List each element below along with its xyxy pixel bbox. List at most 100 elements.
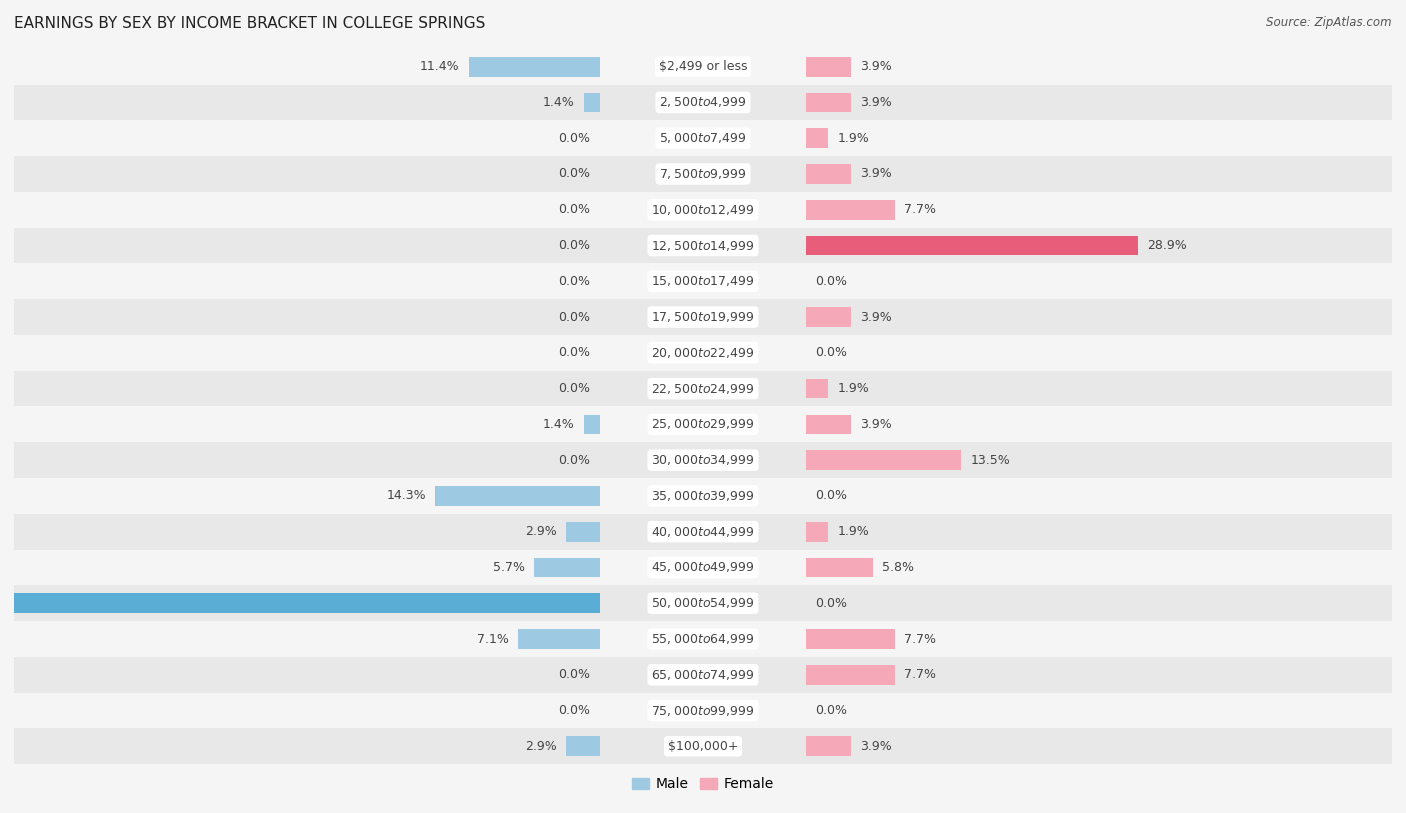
Bar xyxy=(807,307,851,327)
Legend: Male, Female: Male, Female xyxy=(627,772,779,797)
Text: 0.0%: 0.0% xyxy=(815,275,848,288)
Text: 0.0%: 0.0% xyxy=(558,239,591,252)
Bar xyxy=(14,585,1392,621)
Text: 11.4%: 11.4% xyxy=(420,60,460,73)
Text: 0.0%: 0.0% xyxy=(558,167,591,180)
Bar xyxy=(14,442,1392,478)
Bar xyxy=(807,93,851,112)
Text: 3.9%: 3.9% xyxy=(860,740,891,753)
Bar xyxy=(14,335,1392,371)
Text: 0.0%: 0.0% xyxy=(558,311,591,324)
Text: 3.9%: 3.9% xyxy=(860,96,891,109)
Bar xyxy=(14,192,1392,228)
Bar xyxy=(14,514,1392,550)
Text: 14.3%: 14.3% xyxy=(387,489,426,502)
Bar xyxy=(807,629,894,649)
Text: $30,000 to $34,999: $30,000 to $34,999 xyxy=(651,453,755,467)
Bar xyxy=(14,156,1392,192)
Text: $100,000+: $100,000+ xyxy=(668,740,738,753)
Bar xyxy=(14,406,1392,442)
Text: $15,000 to $17,499: $15,000 to $17,499 xyxy=(651,274,755,289)
Bar xyxy=(14,621,1392,657)
Text: $10,000 to $12,499: $10,000 to $12,499 xyxy=(651,202,755,217)
Text: $12,500 to $14,999: $12,500 to $14,999 xyxy=(651,238,755,253)
Text: $17,500 to $19,999: $17,500 to $19,999 xyxy=(651,310,755,324)
Bar xyxy=(583,415,599,434)
Text: $40,000 to $44,999: $40,000 to $44,999 xyxy=(651,524,755,539)
Bar xyxy=(807,128,828,148)
Text: 3.9%: 3.9% xyxy=(860,311,891,324)
Bar xyxy=(534,558,599,577)
Bar xyxy=(807,164,851,184)
Text: $25,000 to $29,999: $25,000 to $29,999 xyxy=(651,417,755,432)
Bar xyxy=(14,728,1392,764)
Text: 0.0%: 0.0% xyxy=(815,597,848,610)
Bar xyxy=(14,228,1392,263)
Text: 5.7%: 5.7% xyxy=(494,561,524,574)
Text: $50,000 to $54,999: $50,000 to $54,999 xyxy=(651,596,755,611)
Text: $45,000 to $49,999: $45,000 to $49,999 xyxy=(651,560,755,575)
Bar xyxy=(14,371,1392,406)
Bar xyxy=(807,236,1139,255)
Bar xyxy=(14,478,1392,514)
Bar xyxy=(583,93,599,112)
Bar xyxy=(583,93,599,112)
Bar xyxy=(567,522,599,541)
Text: 0.0%: 0.0% xyxy=(558,203,591,216)
Text: 2.9%: 2.9% xyxy=(526,740,557,753)
Text: $35,000 to $39,999: $35,000 to $39,999 xyxy=(651,489,755,503)
Text: $2,500 to $4,999: $2,500 to $4,999 xyxy=(659,95,747,110)
Bar xyxy=(519,629,599,649)
Text: 0.0%: 0.0% xyxy=(558,346,591,359)
Bar xyxy=(14,49,1392,85)
Bar xyxy=(0,593,599,613)
Bar xyxy=(534,558,599,577)
Bar xyxy=(436,486,599,506)
Text: 3.9%: 3.9% xyxy=(860,60,891,73)
Text: 5.8%: 5.8% xyxy=(882,561,914,574)
Text: 28.9%: 28.9% xyxy=(1147,239,1187,252)
Text: 0.0%: 0.0% xyxy=(558,132,591,145)
Text: $75,000 to $99,999: $75,000 to $99,999 xyxy=(651,703,755,718)
Bar xyxy=(519,629,599,649)
Bar xyxy=(567,737,599,756)
Text: $65,000 to $74,999: $65,000 to $74,999 xyxy=(651,667,755,682)
Bar xyxy=(807,737,851,756)
Text: 13.5%: 13.5% xyxy=(970,454,1011,467)
Text: $55,000 to $64,999: $55,000 to $64,999 xyxy=(651,632,755,646)
Text: 0.0%: 0.0% xyxy=(815,346,848,359)
Bar xyxy=(807,558,873,577)
Bar xyxy=(14,263,1392,299)
Bar xyxy=(14,550,1392,585)
Text: 7.1%: 7.1% xyxy=(477,633,509,646)
Text: 1.4%: 1.4% xyxy=(543,418,575,431)
Bar xyxy=(583,415,599,434)
Bar xyxy=(436,486,599,506)
Text: 0.0%: 0.0% xyxy=(558,382,591,395)
Bar xyxy=(468,57,599,76)
Bar xyxy=(567,737,599,756)
Bar xyxy=(14,693,1392,728)
Text: $5,000 to $7,499: $5,000 to $7,499 xyxy=(659,131,747,146)
Text: 0.0%: 0.0% xyxy=(558,275,591,288)
Text: 1.9%: 1.9% xyxy=(838,525,869,538)
Bar xyxy=(807,57,851,76)
Text: 1.9%: 1.9% xyxy=(838,382,869,395)
Text: Source: ZipAtlas.com: Source: ZipAtlas.com xyxy=(1267,16,1392,29)
Text: 1.4%: 1.4% xyxy=(543,96,575,109)
Text: $20,000 to $22,499: $20,000 to $22,499 xyxy=(651,346,755,360)
Bar xyxy=(0,593,599,613)
Bar xyxy=(807,200,894,220)
Bar xyxy=(807,665,894,685)
Text: 7.7%: 7.7% xyxy=(904,633,936,646)
Bar xyxy=(807,379,828,398)
Text: 0.0%: 0.0% xyxy=(815,704,848,717)
Text: 0.0%: 0.0% xyxy=(558,454,591,467)
Text: 0.0%: 0.0% xyxy=(558,704,591,717)
Text: $7,500 to $9,999: $7,500 to $9,999 xyxy=(659,167,747,181)
Text: 7.7%: 7.7% xyxy=(904,203,936,216)
Bar xyxy=(807,450,962,470)
Text: 0.0%: 0.0% xyxy=(558,668,591,681)
Text: $22,500 to $24,999: $22,500 to $24,999 xyxy=(651,381,755,396)
Text: 7.7%: 7.7% xyxy=(904,668,936,681)
